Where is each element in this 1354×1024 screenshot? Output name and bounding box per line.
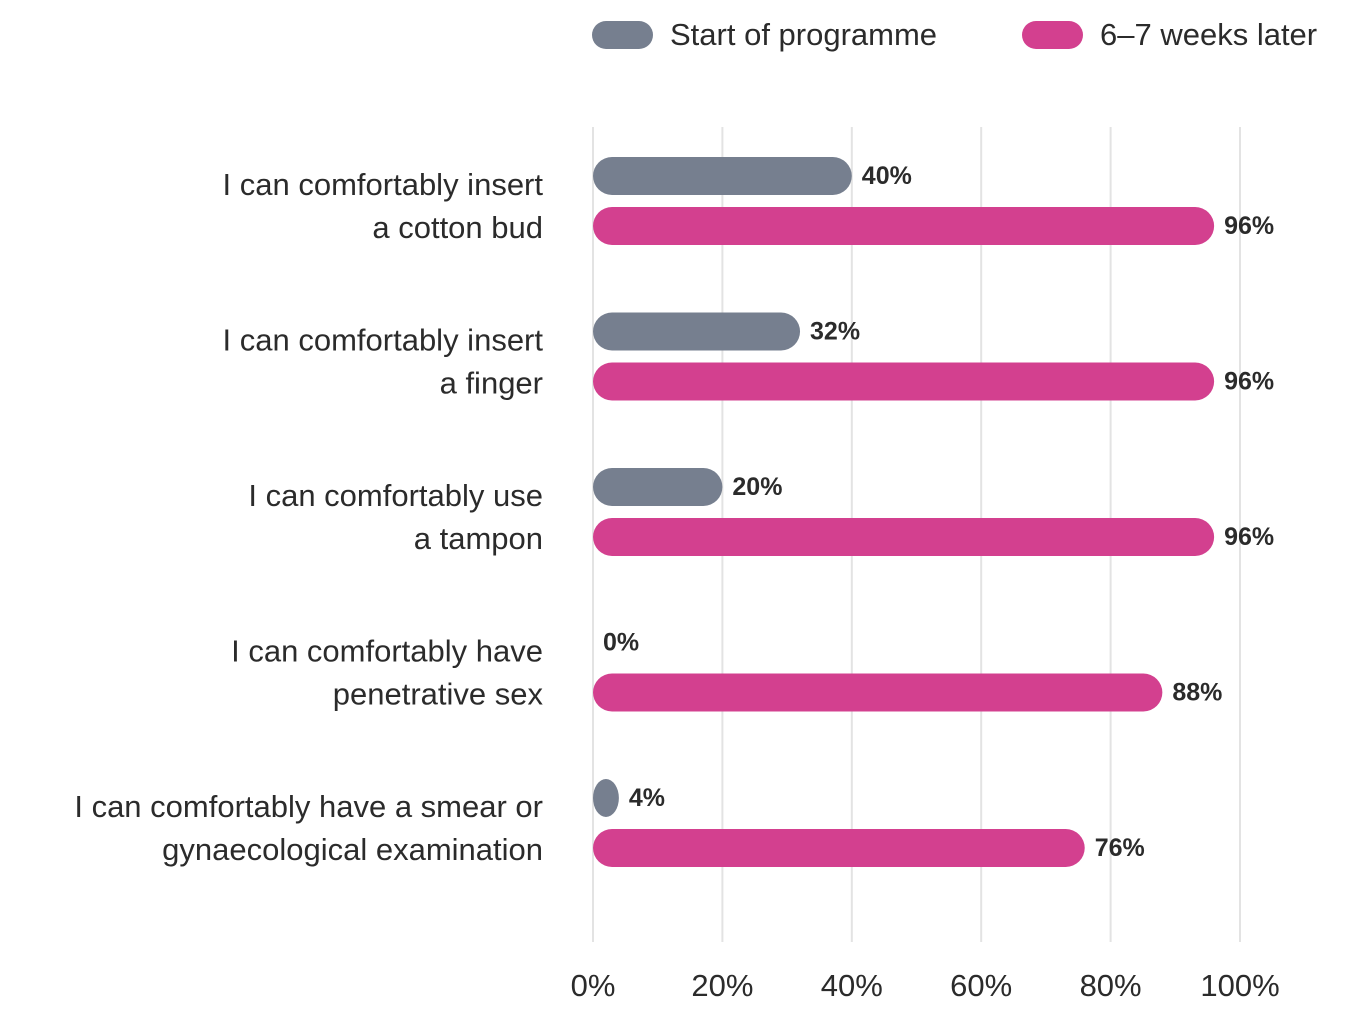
x-tick-label: 60% [950,968,1012,1003]
legend-label: Start of programme [670,17,937,52]
bar [593,468,723,506]
bar [593,518,1215,556]
legend-label: 6–7 weeks later [1100,17,1317,52]
data-label: 96% [1224,523,1274,551]
category-label: I can comfortably insert a cotton bud [223,167,544,245]
x-tick-label: 100% [1200,968,1279,1003]
data-labels: 40% 32% 20% 0% 4% 96% 96% 96% 88% 76% [603,162,1274,862]
data-label: 96% [1224,368,1274,396]
bar [593,829,1085,867]
data-label: 96% [1224,212,1274,240]
data-label: 40% [862,162,912,190]
x-tick-label: 20% [691,968,753,1003]
category-label-line: a finger [440,366,543,401]
data-label: 76% [1095,834,1145,862]
bar [593,312,801,351]
x-tick-label: 40% [821,968,883,1003]
category-label: I can comfortably have penetrative sex [231,634,543,712]
x-axis-ticks: 0% 20% 40% 60% 80% 100% [571,968,1280,1003]
category-label-line: I can comfortably have [231,634,543,669]
data-label: 88% [1172,679,1222,707]
x-tick-label: 0% [571,968,616,1003]
bars [593,157,1215,867]
bar [593,157,852,195]
category-label: I can comfortably insert a finger [223,323,544,401]
data-label: 4% [629,784,665,812]
bar [593,362,1215,401]
category-label-line: I can comfortably insert [223,167,544,202]
category-label-line: a cotton bud [372,210,543,245]
category-label-line: a tampon [414,521,543,556]
legend-swatch [1022,21,1083,49]
category-label-line: I can comfortably use [248,478,543,513]
bar [593,207,1215,245]
data-label: 0% [603,629,639,657]
bar [593,779,619,817]
category-label-line: I can comfortably have a smear or [74,789,543,824]
category-label-line: gynaecological examination [162,832,543,867]
category-label: I can comfortably use a tampon [248,478,543,556]
legend-swatch [592,21,653,49]
category-label-line: penetrative sex [333,677,544,712]
category-label: I can comfortably have a smear or gynaeco… [74,789,543,867]
x-tick-label: 80% [1080,968,1142,1003]
category-label-line: I can comfortably insert [223,323,544,358]
bar [593,673,1163,712]
legend: Start of programme 6–7 weeks later [592,17,1317,52]
data-label: 20% [732,473,782,501]
data-label: 32% [810,318,860,346]
